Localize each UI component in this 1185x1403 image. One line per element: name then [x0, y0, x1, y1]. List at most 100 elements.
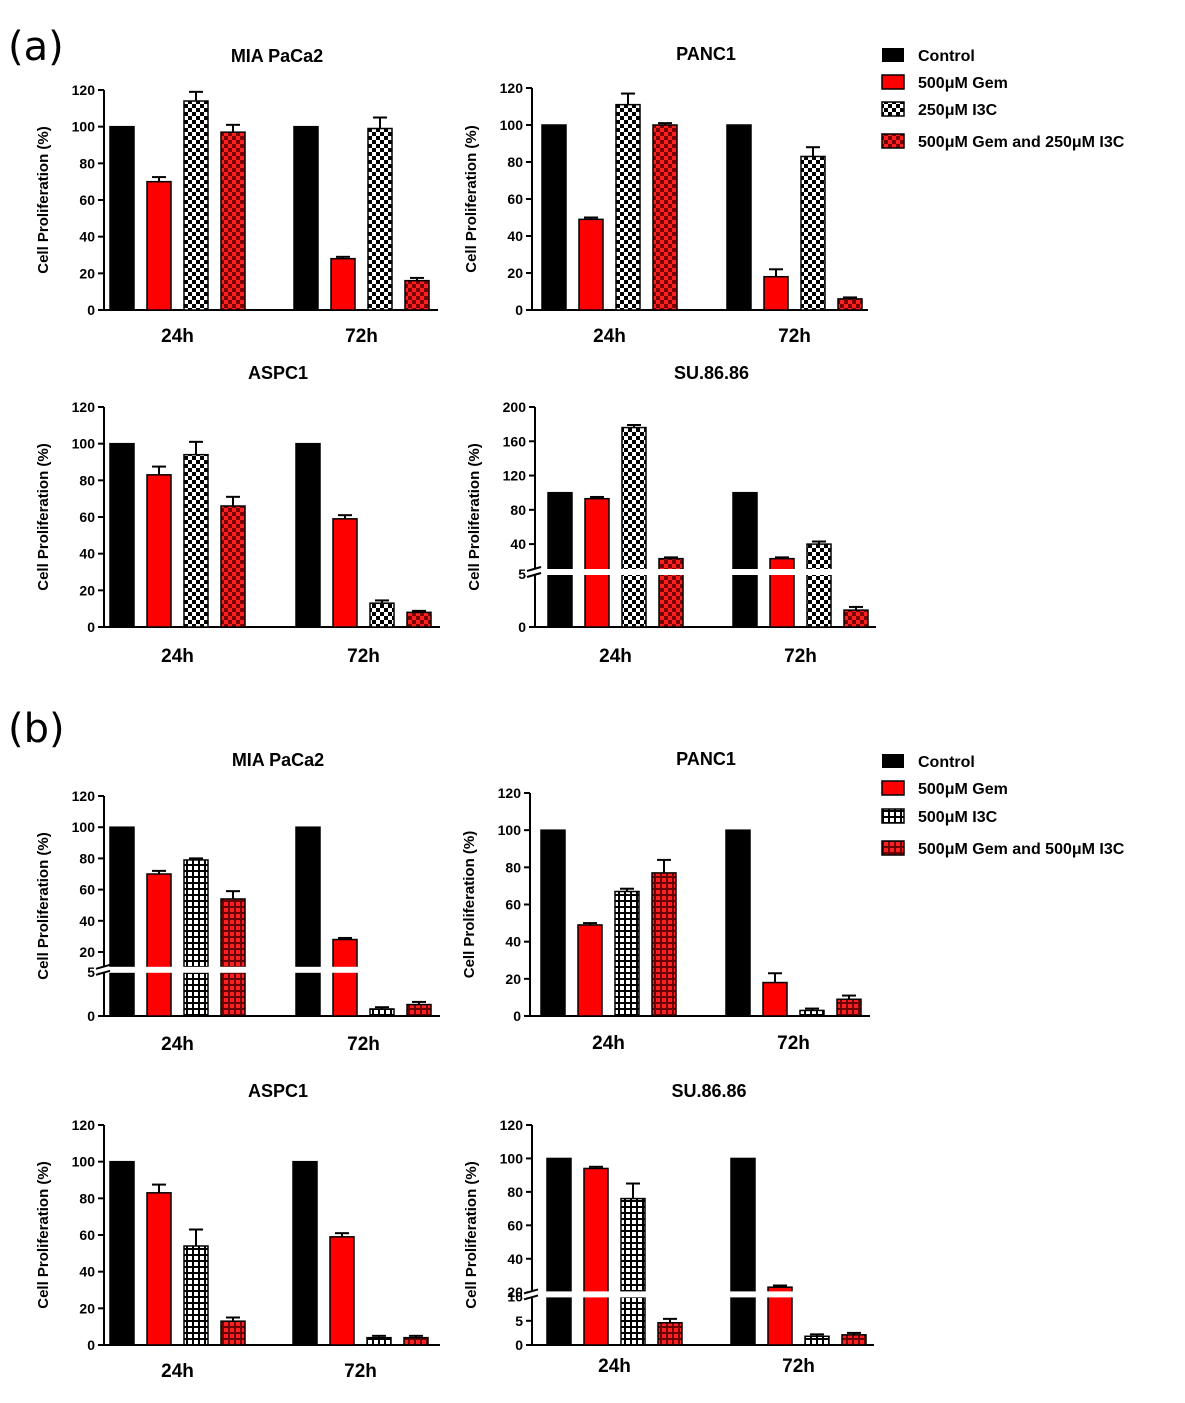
y-tick-label: 20	[79, 944, 95, 960]
y-tick-label: 120	[72, 82, 96, 98]
y-tick-label: 40	[79, 229, 95, 245]
bar	[146, 474, 172, 628]
legend-label: 500μM Gem	[918, 781, 1008, 798]
y-tick-label: 80	[507, 1184, 523, 1200]
bar	[183, 100, 209, 311]
bar	[583, 1167, 609, 1346]
bar	[220, 131, 246, 311]
category-label: 72h	[778, 326, 811, 347]
legend-swatch-gem	[881, 74, 905, 90]
axis-break-mark	[526, 572, 542, 578]
legend-label: 500μM Gem and 500μM I3C	[918, 841, 1125, 858]
bar	[652, 124, 678, 311]
bar	[183, 453, 209, 628]
y-tick-label: 0	[518, 619, 526, 635]
bar	[109, 442, 135, 628]
legend-swatch-i3c	[881, 101, 905, 117]
y-tick-label: 120	[500, 1117, 524, 1133]
category-label: 24h	[593, 326, 626, 347]
category-label: 24h	[161, 1361, 194, 1382]
bar	[577, 924, 603, 1017]
bar	[763, 275, 789, 311]
legend-swatch-control	[882, 48, 904, 62]
bar	[769, 557, 795, 628]
bar	[540, 829, 566, 1017]
panel-label-b: (b)	[8, 706, 65, 752]
chart-4: SU.86.86 Cell Proliferation (%) 0 5 40 80 120 1…	[466, 363, 878, 667]
y-tick-label: 20	[507, 1284, 523, 1300]
axis-break-mark	[95, 963, 111, 970]
bar	[541, 124, 567, 311]
y-tick-label: 120	[498, 785, 522, 801]
bar	[800, 155, 826, 311]
y-axis-label: Cell Proliferation (%)	[461, 831, 478, 979]
category-label: 72h	[777, 1033, 810, 1054]
bar	[658, 557, 684, 628]
bar	[843, 609, 869, 628]
y-tick-label: 40	[510, 536, 526, 552]
y-tick-label: 60	[79, 509, 95, 525]
chart-2: PANC1 Cell Proliferation (%) 0 20 40 60 80 100 1…	[463, 44, 868, 347]
legend-b: Control 500μM Gem 500μM I3C 500μM Gem an…	[881, 754, 1125, 858]
y-tick-label: 20	[79, 265, 95, 281]
y-tick-label: 200	[503, 399, 527, 415]
y-tick-label: 60	[507, 191, 523, 207]
y-tick-label: 40	[505, 934, 521, 950]
category-label: 24h	[592, 1033, 625, 1054]
axis-break-mark	[95, 969, 111, 976]
chart-3: ASPC1 Cell Proliferation (%) 0 20 40 60 80 100 1…	[35, 363, 440, 667]
y-tick-label: 5	[518, 566, 526, 582]
bar	[406, 611, 432, 628]
category-label: 72h	[347, 1034, 380, 1055]
bar	[109, 1160, 135, 1346]
y-tick-label: 160	[503, 433, 527, 449]
category-label: 72h	[345, 326, 378, 347]
legend-swatch-control	[882, 754, 904, 768]
y-axis-label: Cell Proliferation (%)	[463, 1161, 480, 1309]
chart-1: MIA PaCa2 Cell Proliferation (%) 0 20 40 60 80…	[35, 46, 438, 347]
y-tick-label: 100	[500, 117, 524, 133]
y-tick-label: 100	[498, 822, 522, 838]
panel-label-a: (a)	[8, 24, 64, 70]
y-axis-label: Cell Proliferation (%)	[463, 125, 480, 273]
y-tick-label: 0	[87, 1008, 95, 1024]
y-tick-label: 20	[79, 1300, 95, 1316]
legend-label: 500μM Gem	[918, 75, 1008, 92]
bar	[730, 1157, 756, 1346]
y-tick-label: 100	[500, 1150, 524, 1166]
category-label: 24h	[161, 646, 194, 667]
legend-swatch-combo	[881, 133, 905, 149]
category-label: 72h	[784, 646, 817, 667]
y-tick-label: 120	[72, 399, 96, 415]
bar	[183, 1245, 209, 1346]
bar	[841, 1334, 867, 1346]
bar	[369, 1008, 395, 1017]
chart-6: PANC1 Cell Proliferation (%) 0 20 40 60 80 100 1…	[461, 749, 870, 1054]
y-tick-label: 80	[79, 1190, 95, 1206]
y-tick-label: 40	[79, 913, 95, 929]
legend-label: 250μM I3C	[918, 102, 998, 119]
y-tick-label: 20	[507, 265, 523, 281]
bar	[146, 180, 172, 311]
category-label: 72h	[347, 646, 380, 667]
chart-title: ASPC1	[248, 1081, 308, 1101]
y-tick-label: 0	[87, 1337, 95, 1353]
chart-title: MIA PaCa2	[231, 46, 323, 66]
bar	[146, 1192, 172, 1346]
bar	[615, 103, 641, 311]
chart-title: SU.86.86	[671, 1081, 746, 1101]
axis-break	[525, 569, 878, 575]
y-tick-label: 0	[515, 1337, 523, 1353]
bar	[732, 491, 758, 628]
y-axis-label: Cell Proliferation (%)	[466, 443, 483, 591]
y-tick-label: 60	[79, 882, 95, 898]
y-tick-label: 10	[507, 1289, 523, 1305]
bar	[404, 279, 430, 311]
bar	[109, 125, 135, 311]
y-tick-label: 0	[87, 302, 95, 318]
y-axis-label: Cell Proliferation (%)	[35, 126, 52, 274]
bar	[292, 1160, 318, 1346]
y-tick-label: 80	[507, 154, 523, 170]
